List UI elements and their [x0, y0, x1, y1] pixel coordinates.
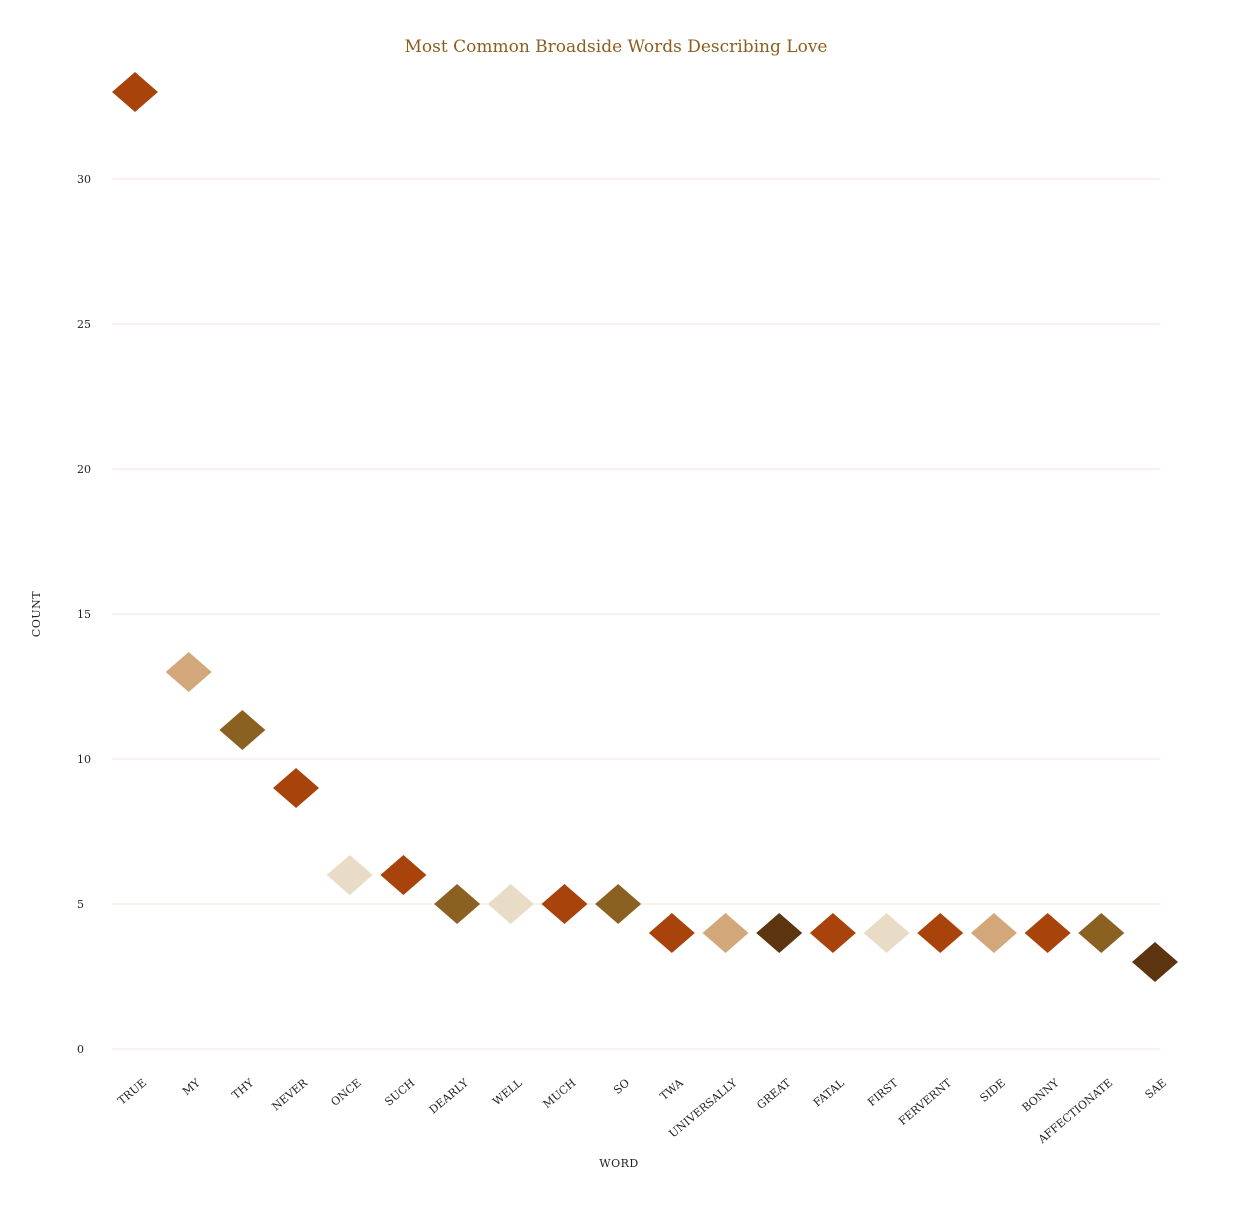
x-tick-label-well: WELL — [490, 1076, 525, 1108]
x-axis-ticks: TRUE MY THY NEVER ONCE SUCH DEARLY WELL MUCH SO TW… — [115, 1076, 1169, 1147]
point-great[interactable] — [756, 913, 803, 953]
point-dearly[interactable] — [434, 884, 481, 924]
x-tick-label-sae: SAE — [1143, 1076, 1169, 1101]
y-tick-label: 30 — [77, 173, 91, 186]
x-tick-label-first: FIRST — [865, 1076, 901, 1109]
x-tick-label-true: TRUE — [115, 1076, 149, 1107]
point-universally[interactable] — [702, 913, 749, 953]
x-tick-label-my: MY — [180, 1076, 203, 1098]
x-tick-label-once: ONCE — [328, 1076, 363, 1109]
point-never[interactable] — [273, 768, 320, 808]
y-tick-label: 25 — [77, 318, 91, 331]
y-axis-label: COUNT — [30, 591, 43, 637]
point-so[interactable] — [595, 884, 642, 924]
point-my[interactable] — [165, 652, 212, 692]
point-well[interactable] — [487, 884, 534, 924]
x-tick-label-dearly: DEARLY — [427, 1076, 472, 1117]
point-bonny[interactable] — [1024, 913, 1071, 953]
y-tick-label: 20 — [77, 463, 91, 476]
x-tick-label-fatal: FATAL — [811, 1076, 847, 1110]
grid-lines — [112, 178, 1160, 1050]
x-tick-label-much: MUCH — [541, 1076, 579, 1111]
x-tick-label-bonny: BONNY — [1020, 1076, 1062, 1115]
point-fervernt[interactable] — [917, 913, 964, 953]
x-tick-label-side: SIDE — [978, 1076, 1008, 1104]
y-tick-label: 15 — [77, 608, 91, 621]
point-such[interactable] — [380, 855, 427, 895]
point-once[interactable] — [326, 855, 373, 895]
x-tick-label-so: SO — [611, 1076, 632, 1097]
y-tick-label: 0 — [77, 1043, 84, 1056]
y-tick-label: 5 — [77, 898, 84, 911]
point-side[interactable] — [970, 913, 1017, 953]
point-thy[interactable] — [219, 710, 266, 750]
x-tick-label-fervernt: FERVERNT — [896, 1076, 954, 1128]
point-affectionate[interactable] — [1078, 913, 1125, 953]
x-axis-label: WORD — [599, 1157, 638, 1170]
y-tick-label: 10 — [77, 753, 91, 766]
point-much[interactable] — [541, 884, 588, 924]
x-tick-label-never: NEVER — [270, 1076, 311, 1113]
x-tick-label-thy: THY — [229, 1076, 256, 1102]
x-tick-label-twa: TWA — [657, 1076, 686, 1103]
data-points — [112, 72, 1178, 982]
point-true[interactable] — [112, 72, 158, 112]
x-tick-label-such: SUCH — [382, 1076, 417, 1108]
point-first[interactable] — [863, 913, 910, 953]
y-axis-ticks: 0 5 10 15 20 25 30 — [77, 173, 91, 1056]
point-twa[interactable] — [648, 913, 695, 953]
point-fatal[interactable] — [809, 913, 856, 953]
x-tick-label-great: GREAT — [754, 1076, 793, 1112]
chart-title: Most Common Broadside Words Describing L… — [405, 37, 828, 57]
point-sae[interactable] — [1132, 942, 1178, 982]
